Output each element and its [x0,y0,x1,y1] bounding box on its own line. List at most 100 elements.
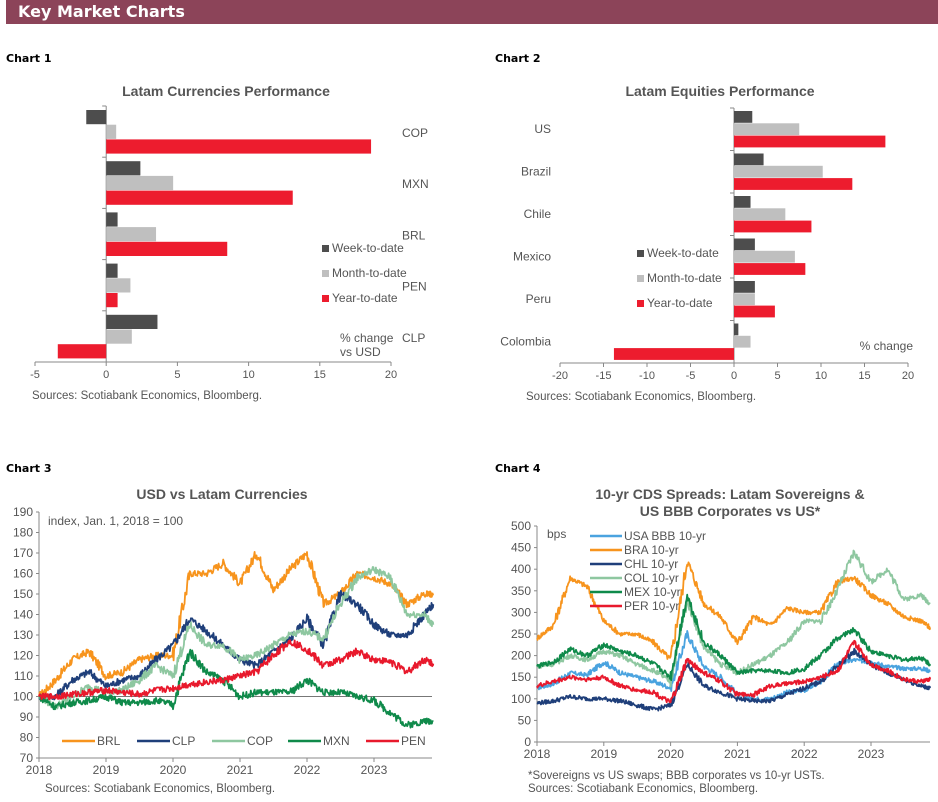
category-label: Peru [526,292,551,306]
chart-2-label: Chart 2 [495,52,541,65]
legend-label: Month-to-date [332,266,407,280]
y-tick-label: 90 [20,710,34,724]
bar-cop-week-to-date [86,110,107,125]
unit-note: % change [860,339,914,353]
legend-label: COP [247,734,273,748]
bar-brl-month-to-date [106,227,157,242]
y-tick-label: 150 [13,587,33,601]
legend-label: Year-to-date [332,291,398,305]
legend-label: USA BBB 10-yr [624,529,706,543]
x-tick-label: 2021 [724,747,751,761]
legend-swatch [322,295,329,302]
bar-pen-week-to-date [106,263,118,278]
bar-peru-month-to-date [734,293,755,306]
x-tick-label: 15 [858,370,870,382]
unit-note: index, Jan. 1, 2018 = 100 [48,514,183,528]
legend-label: Month-to-date [647,271,722,285]
legend-swatch [637,300,644,307]
y-tick-label: 150 [511,670,531,684]
x-tick-label: 2023 [858,747,885,761]
bar-mxn-week-to-date [106,161,141,176]
x-tick-label: -10 [639,370,655,382]
chart-title: Latam Currencies Performance [122,83,330,99]
bar-chile-week-to-date [734,196,751,208]
x-tick-label: 2020 [160,763,187,777]
x-tick-label: 0 [103,369,109,381]
category-label: US [534,122,551,136]
legend-swatch [637,275,644,282]
x-tick-label: 2023 [361,763,388,777]
x-tick-label: 2018 [524,747,551,761]
y-tick-label: 130 [13,628,33,642]
legend-label: MXN [323,734,350,748]
bar-brl-year-to-date [106,241,228,256]
chart-4-label: Chart 4 [495,462,541,475]
bar-brazil-year-to-date [734,178,853,190]
bar-colombia-month-to-date [734,335,751,348]
y-tick-label: 180 [13,526,33,540]
legend-label: BRA 10-yr [624,543,679,557]
y-tick-label: 50 [518,713,532,727]
y-tick-label: 120 [13,649,33,663]
bar-cop-month-to-date [106,124,117,139]
x-tick-label: 10 [242,369,254,381]
bar-chile-month-to-date [734,208,786,221]
chart-1 [34,105,392,366]
source-note: Sources: Scotiabank Economics, Bloomberg… [528,783,758,795]
y-tick-label: 400 [511,562,531,576]
series-line-bra-10-yr [536,561,931,660]
y-tick-label: 200 [511,649,531,663]
chart-title: USD vs Latam Currencies [136,486,307,502]
legend-label: Week-to-date [332,241,404,255]
source-note: Sources: Scotiabank Economics, Bloomberg… [45,783,275,795]
legend-label: CHL 10-yr [624,557,678,571]
section-header: Key Market Charts [6,0,938,24]
category-label: Colombia [500,335,551,349]
series-line-cop [38,566,435,710]
source-note: Sources: Scotiabank Economics, Bloomberg… [32,390,262,402]
y-tick-label: 250 [511,627,531,641]
bar-mexico-week-to-date [734,238,755,251]
bar-clp-month-to-date [106,329,132,344]
chart-title: Latam Equities Performance [625,83,814,99]
bar-us-year-to-date [734,135,886,148]
x-tick-label: -5 [686,370,696,382]
y-tick-label: 80 [20,731,34,745]
series-line-clp [38,589,435,701]
footnote: *Sovereigns vs US swaps; BBB corporates … [528,770,825,782]
bar-pen-month-to-date [106,278,131,293]
x-tick-label: 2022 [294,763,321,777]
y-tick-label: 0 [524,735,531,749]
x-tick-label: 10 [815,370,827,382]
chart-2 [559,107,909,367]
series-line-mex-10-yr [536,593,931,682]
bar-clp-week-to-date [106,314,158,329]
x-tick-label: 2022 [791,747,818,761]
bar-us-month-to-date [734,123,800,136]
series-line-brl [38,551,435,699]
bar-cop-year-to-date [106,139,372,154]
bar-mxn-year-to-date [106,190,293,205]
chart-4 [534,525,931,746]
bar-peru-week-to-date [734,281,755,293]
legend-label: Year-to-date [647,296,713,310]
category-label: CLP [402,331,425,345]
x-tick-label: 0 [731,370,737,382]
category-label: Mexico [513,250,551,264]
chart-title: 10-yr CDS Spreads: Latam Sovereigns & [595,486,864,502]
chart-1-label: Chart 1 [6,52,52,65]
y-tick-label: 160 [13,567,33,581]
bar-us-week-to-date [734,111,753,123]
x-tick-label: 2020 [657,747,684,761]
category-label: BRL [402,228,426,242]
x-tick-label: 20 [902,370,914,382]
x-tick-label: 2018 [26,763,53,777]
x-tick-label: 5 [774,370,780,382]
x-tick-label: -5 [30,369,40,381]
unit-note: % change [340,331,394,345]
legend-label: COL 10-yr [624,571,679,585]
bar-pen-year-to-date [106,293,118,308]
x-tick-label: 2021 [227,763,254,777]
x-tick-label: 2019 [93,763,120,777]
